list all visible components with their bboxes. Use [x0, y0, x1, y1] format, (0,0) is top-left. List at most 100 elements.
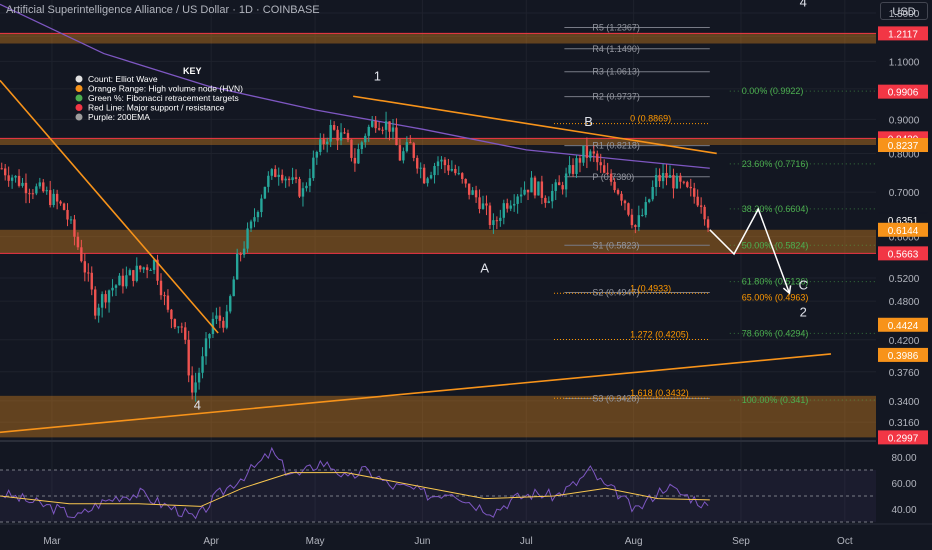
fib-retracement-label: 100.00% (0.341) — [742, 395, 809, 405]
price-tick: 0.6000 — [889, 233, 920, 244]
candle-body — [471, 190, 474, 195]
candle-body — [450, 168, 454, 171]
candle-body — [412, 143, 415, 158]
candle-body — [440, 159, 443, 162]
hvn-zone — [0, 138, 876, 146]
candle-body — [641, 214, 644, 216]
time-axis: Mar Apr May Jun Jul Aug Sep Oct — [0, 523, 932, 550]
key-dot — [75, 104, 83, 111]
time-tick: Sep — [732, 536, 750, 547]
hvn-zones — [0, 33, 876, 438]
candle-body — [675, 175, 679, 189]
trendline — [0, 79, 219, 334]
candle-body — [485, 203, 488, 206]
price-badge — [878, 317, 928, 332]
price-badge-label: 0.9906 — [888, 88, 919, 99]
candle-body — [422, 167, 426, 184]
candle-body — [519, 194, 523, 197]
candle-body — [523, 189, 526, 195]
candle-body — [419, 167, 422, 169]
candle-body — [644, 202, 647, 215]
candle-body — [512, 203, 516, 206]
candle-body — [384, 121, 388, 130]
hvn-zone — [0, 395, 876, 438]
pivot-label: P (0.7380) — [592, 172, 634, 182]
candle-body — [388, 121, 391, 132]
candle-body — [10, 177, 14, 181]
price-badge — [878, 430, 928, 445]
candle-body — [447, 165, 450, 171]
candle-body — [537, 181, 540, 196]
hvn-zone — [0, 33, 876, 44]
candle-body — [616, 190, 620, 194]
fib-retracement-label: 0.00% (0.9922) — [742, 86, 804, 96]
candle-body — [291, 177, 294, 181]
key-item: Orange Range: High volume node (HVN) — [88, 84, 243, 94]
candle-body — [222, 320, 225, 328]
price-tick: 0.5200 — [889, 274, 920, 285]
candle-body — [190, 375, 194, 393]
chart-title: Artificial Superintelligence Alliance / … — [6, 4, 320, 16]
candle-body — [218, 315, 222, 321]
candle-body — [509, 205, 512, 209]
candle-body — [322, 139, 325, 144]
time-axis-bg — [0, 524, 932, 550]
candle-body — [184, 327, 187, 340]
candle-body — [346, 133, 350, 140]
candle-body — [699, 205, 703, 207]
price-badge-label: 0.3986 — [888, 351, 919, 362]
candle-body — [277, 174, 280, 177]
candle-body — [197, 372, 201, 383]
candle-body — [208, 334, 211, 339]
candle-body — [253, 217, 256, 222]
candle-body — [360, 142, 364, 150]
candle-body — [381, 129, 384, 131]
price-badge — [878, 246, 928, 261]
currency-button[interactable]: USD — [880, 2, 928, 20]
trendline — [0, 353, 832, 434]
fib-extension-label: 0 (0.8869) — [630, 114, 671, 124]
candle-body — [668, 175, 672, 178]
key-item: Purple: 200EMA — [88, 112, 150, 122]
candle-body — [121, 275, 125, 287]
candle-body — [232, 279, 235, 297]
candle-body — [609, 173, 613, 182]
candle-body — [31, 193, 35, 195]
candle-body — [706, 219, 710, 228]
candle-body — [502, 203, 505, 218]
candle-body — [686, 182, 689, 187]
candle-body — [353, 157, 357, 164]
candle-body — [596, 153, 599, 163]
candle-body — [530, 177, 533, 193]
candle-body — [287, 178, 291, 181]
candle-body — [551, 190, 554, 202]
candle-body — [637, 215, 641, 227]
candle-body — [658, 174, 661, 182]
candle-body — [343, 132, 346, 134]
candle-body — [135, 265, 138, 281]
rsi-tick: 80.00 — [891, 453, 916, 464]
candle-body — [249, 221, 253, 229]
candle-body — [402, 151, 405, 161]
support-resistance-lines — [0, 32, 876, 254]
candle-body — [242, 248, 246, 255]
hvn-zone — [0, 229, 876, 254]
candle-body — [62, 203, 66, 210]
wave-label: A — [480, 261, 489, 276]
fib-retracement-label: 61.80% (0.5136) — [742, 277, 809, 287]
price-badge-label: 0.5663 — [888, 249, 919, 260]
level-lines: R5 (1.2367) R4 (1.1490) R3 (1.0613) R2 (0.9… — [553, 22, 876, 405]
candle-body — [474, 190, 478, 198]
candle-body — [575, 158, 578, 174]
candle-body — [339, 132, 343, 141]
candle-body — [329, 125, 332, 142]
candle-body — [201, 356, 204, 373]
candle-body — [104, 294, 107, 303]
key-dot — [75, 85, 83, 92]
candles — [0, 111, 710, 402]
fib-retracement-label: 38.20% (0.6604) — [742, 204, 809, 214]
candle-body — [156, 259, 159, 281]
candle-body — [128, 270, 132, 276]
candle-body — [571, 165, 575, 174]
